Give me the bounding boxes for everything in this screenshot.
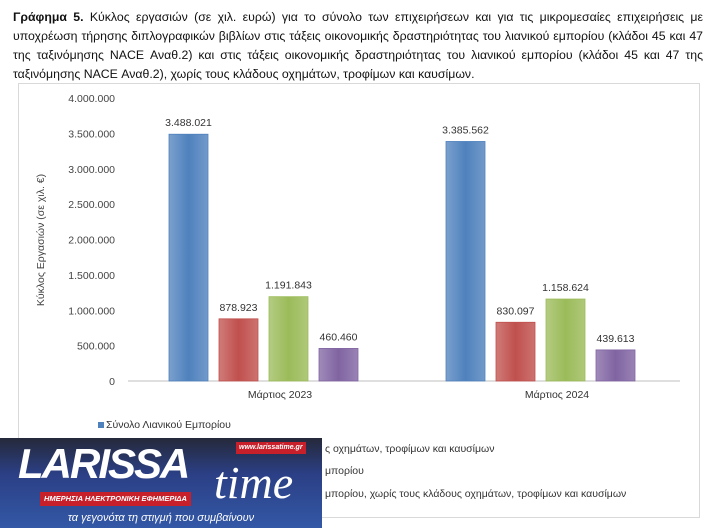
caption-text: Κύκλος εργασιών (σε χιλ. ευρώ) για το σύ… [13,10,703,81]
legend-item: μπορίου [325,465,364,477]
data-label: 3.385.562 [442,124,489,136]
legend-item: ς οχημάτων, τροφίμων και καυσίμων [325,443,495,455]
bar [168,133,209,382]
y-tick-label: 3.500.000 [68,128,115,140]
x-category-label: Μάρτιος 2024 [525,389,589,401]
data-label: 1.191.843 [265,280,312,292]
x-category-label: Μάρτιος 2023 [248,389,312,401]
logo-slogan: τα γεγονότα τη στιγμή που συμβαίνουν [67,512,255,524]
data-label: 460.460 [320,331,358,343]
data-label: 1.158.624 [542,282,589,294]
data-label: 439.613 [597,333,635,345]
bar [595,349,636,382]
bar [318,348,359,382]
bar [545,298,586,382]
legend-swatch [98,422,104,428]
y-tick-label: 2.000.000 [68,235,115,247]
logo-subtitle: ΗΜΕΡΗΣΙΑ ΗΛΕΚΤΡΟΝΙΚΗ ΕΦΗΜΕΡΙΔΑ [40,492,191,506]
y-tick-label: 4.000.000 [68,93,115,105]
legend-label: Σύνολο Λιανικού Εμπορίου [106,419,231,431]
data-label: 830.097 [497,305,535,317]
bar [495,321,536,382]
data-label: 3.488.021 [165,117,212,129]
legend-item: μπορίου, χωρίς τους κλάδους οχημάτων, τρ… [325,488,627,500]
logo-url: www.larissatime.gr [236,442,306,454]
bar [445,141,486,382]
chart-caption: Γράφημα 5. Κύκλος εργασιών (σε χιλ. ευρώ… [13,8,703,84]
y-axis-title: Κύκλος Εργασιών (σε χιλ. €) [35,174,47,306]
y-tick-label: 0 [109,376,115,388]
bar [218,318,259,382]
y-tick-label: 1.500.000 [68,270,115,282]
logo-name: LARISSA [18,440,190,487]
y-tick-label: 2.500.000 [68,199,115,211]
logo-time: time [214,457,294,508]
y-tick-label: 3.000.000 [68,164,115,176]
bar [268,296,309,382]
data-label: 878.923 [220,302,258,314]
larissatime-logo: LARISSA time www.larissatime.gr ΗΜΕΡΗΣΙΑ… [0,438,322,528]
legend-item: Σύνολο Λιανικού Εμπορίου [98,419,231,432]
chart-frame [18,83,700,518]
y-tick-label: 500.000 [77,341,115,353]
y-tick-label: 1.000.000 [68,305,115,317]
caption-label: Γράφημα 5. [13,10,84,24]
